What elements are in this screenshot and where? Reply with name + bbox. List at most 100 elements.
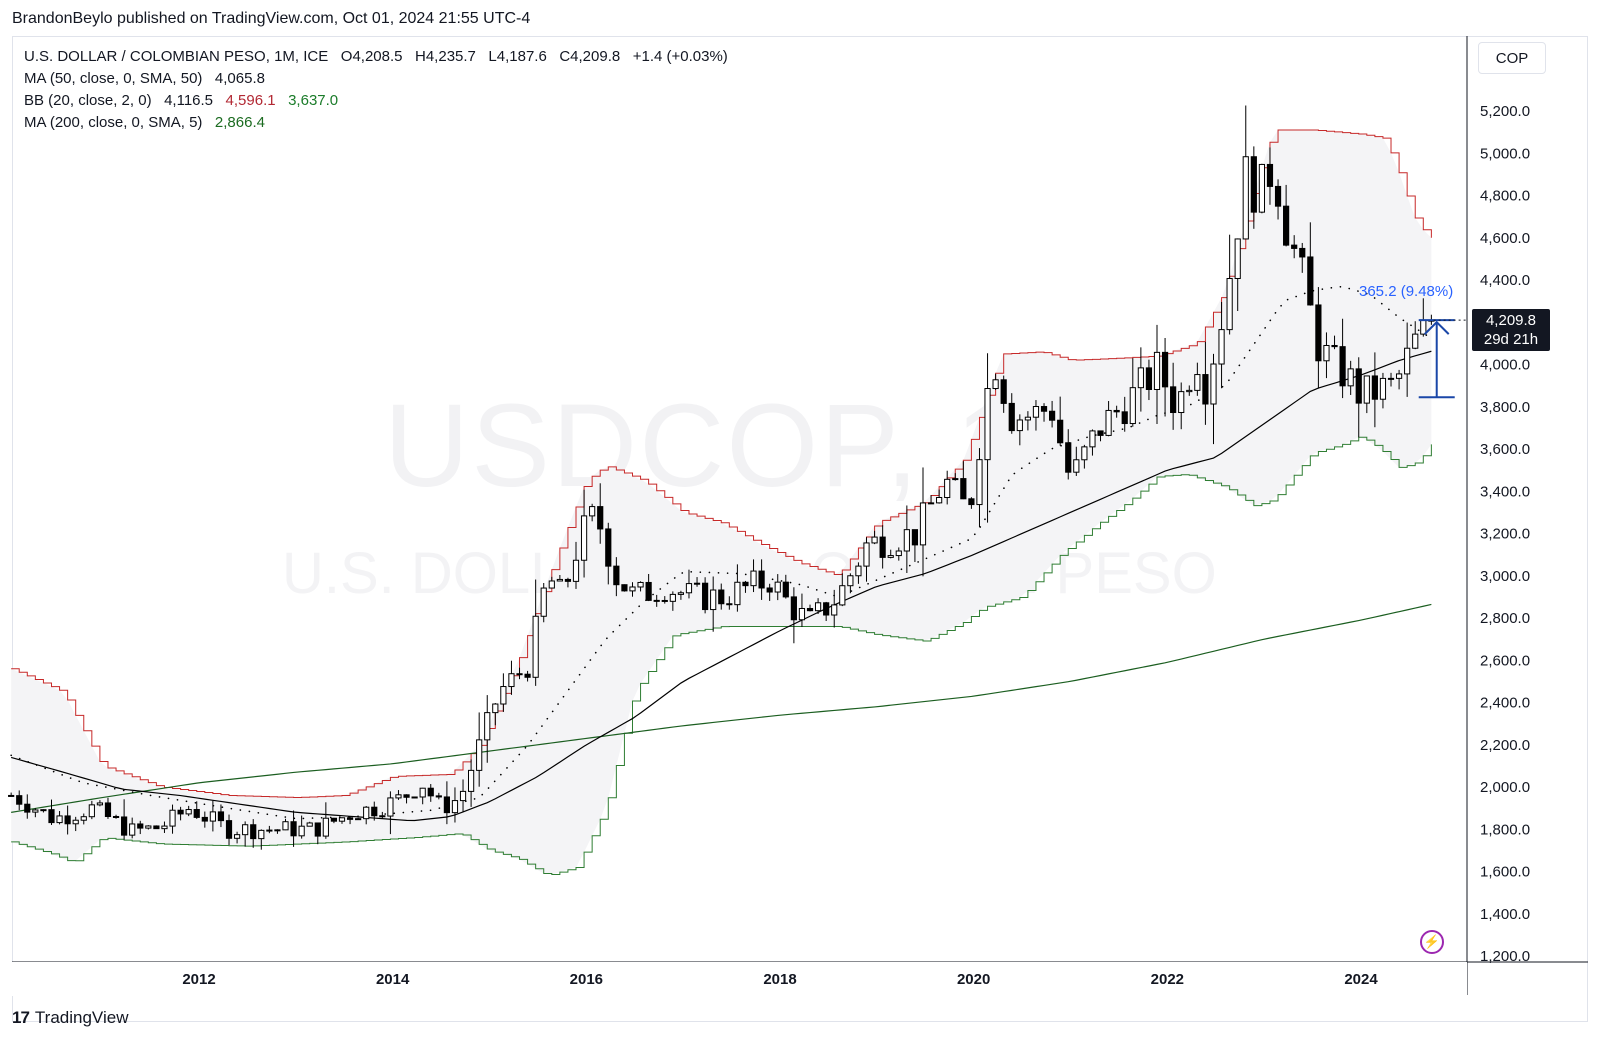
candle-body bbox=[1145, 367, 1153, 391]
candle-body bbox=[1299, 247, 1306, 258]
candle-body bbox=[1395, 373, 1403, 379]
candle-body bbox=[225, 820, 233, 839]
candle-body bbox=[806, 607, 814, 612]
candle-body bbox=[1258, 163, 1266, 213]
candle-body bbox=[1073, 459, 1080, 473]
x-tick-label: 2016 bbox=[570, 971, 603, 988]
candle-body bbox=[1347, 368, 1354, 387]
candle-body bbox=[80, 816, 87, 821]
candle-body bbox=[40, 809, 47, 812]
candle-body bbox=[185, 809, 192, 815]
candle-body bbox=[306, 822, 313, 827]
legend-close-label: C bbox=[559, 48, 571, 65]
candle-body bbox=[661, 599, 668, 602]
candle-body bbox=[790, 596, 797, 621]
candle-body bbox=[1178, 391, 1185, 414]
legend-bb-lower: 3,637.0 bbox=[288, 92, 339, 109]
candle-body bbox=[879, 536, 886, 558]
tradingview-logo-icon: 17 bbox=[12, 1008, 30, 1027]
candle-body bbox=[1081, 446, 1088, 461]
candle-body bbox=[677, 592, 685, 595]
candle-body bbox=[322, 817, 329, 837]
candle-body bbox=[129, 823, 136, 836]
candle-body bbox=[492, 703, 499, 714]
candle-body bbox=[233, 834, 241, 839]
candle-body bbox=[1315, 304, 1322, 362]
candle-body bbox=[726, 603, 733, 606]
candle-body bbox=[48, 809, 55, 824]
candle-body bbox=[847, 575, 854, 587]
candle-body bbox=[750, 570, 757, 587]
candle-body bbox=[274, 829, 281, 832]
y-tick-label: 2,800.0 bbox=[1480, 610, 1530, 627]
candle-body bbox=[266, 829, 273, 832]
candle-body bbox=[161, 825, 168, 830]
candle-body bbox=[1137, 367, 1144, 389]
candle-body bbox=[1057, 419, 1064, 444]
candle-body bbox=[169, 809, 176, 827]
legend-bb-upper: 4,596.1 bbox=[225, 92, 276, 109]
legend-ma200-row[interactable]: MA (200, close, 0, SMA, 5) 2,866.4 bbox=[24, 112, 728, 134]
candle-body bbox=[1089, 430, 1096, 448]
y-tick-label: 4,000.0 bbox=[1480, 357, 1530, 374]
legend-ma200-value: 2,866.4 bbox=[214, 114, 265, 131]
candle-body bbox=[8, 794, 15, 797]
candle-body bbox=[605, 528, 612, 567]
candle-body bbox=[24, 803, 31, 813]
candle-body bbox=[798, 607, 806, 621]
measure-arrowhead bbox=[1424, 320, 1450, 335]
candle-body bbox=[451, 800, 459, 814]
candle-body bbox=[1323, 344, 1330, 362]
y-tick-label: 2,400.0 bbox=[1480, 695, 1530, 712]
candle-body bbox=[419, 787, 426, 798]
currency-button[interactable]: COP bbox=[1478, 42, 1546, 74]
candle-body bbox=[831, 604, 838, 616]
y-tick-label: 1,800.0 bbox=[1480, 821, 1530, 838]
x-tick-label: 2022 bbox=[1151, 971, 1184, 988]
y-tick-label: 2,200.0 bbox=[1480, 737, 1530, 754]
candle-body bbox=[1412, 333, 1419, 349]
y-tick-label: 2,600.0 bbox=[1480, 652, 1530, 669]
candle-body bbox=[685, 583, 693, 594]
candle-body bbox=[911, 529, 919, 546]
footer-brand: TradingView bbox=[34, 1008, 129, 1027]
bb-lower-line bbox=[11, 436, 1432, 876]
candle-body bbox=[16, 795, 23, 805]
candle-body bbox=[1097, 430, 1104, 436]
candle-body bbox=[1113, 409, 1120, 413]
candle-body bbox=[476, 739, 483, 771]
legend-open: 4,208.5 bbox=[352, 48, 403, 65]
y-tick-label: 5,000.0 bbox=[1480, 145, 1530, 162]
candle-body bbox=[290, 821, 297, 837]
legend-open-label: O bbox=[340, 48, 353, 65]
candle-body bbox=[895, 550, 902, 557]
candle-body bbox=[258, 829, 265, 840]
candle-body bbox=[693, 582, 701, 585]
candle-body bbox=[1339, 346, 1346, 387]
legend-symbol-row[interactable]: U.S. DOLLAR / COLOMBIAN PESO, 1M, ICE O4… bbox=[24, 46, 728, 68]
candle-body bbox=[839, 585, 846, 606]
candle-body bbox=[121, 816, 128, 836]
candle-body bbox=[1379, 377, 1387, 400]
candle-body bbox=[104, 802, 112, 817]
candle-body bbox=[814, 602, 822, 612]
candle-body bbox=[597, 506, 604, 530]
candle-body bbox=[1024, 416, 1031, 421]
legend-ma50-label: MA (50, close, 0, SMA, 50) bbox=[24, 70, 203, 87]
legend-ma50-row[interactable]: MA (50, close, 0, SMA, 50) 4,065.8 bbox=[24, 68, 728, 90]
candle-body bbox=[702, 582, 709, 611]
candle-body bbox=[1291, 244, 1298, 249]
legend-ma50-value: 4,065.8 bbox=[214, 70, 265, 87]
candle-body bbox=[919, 502, 927, 546]
legend-bb-row[interactable]: BB (20, close, 2, 0) 4,116.5 4,596.1 3,6… bbox=[24, 90, 728, 112]
lightning-icon[interactable]: ⚡ bbox=[1420, 930, 1444, 954]
candle-body bbox=[556, 578, 563, 582]
last-price: 4,209.8 bbox=[1485, 312, 1537, 329]
candle-body bbox=[1121, 411, 1128, 425]
candle-body bbox=[153, 825, 160, 830]
candle-body bbox=[314, 822, 321, 837]
last-price-tag: 4,209.8 29d 21h bbox=[1472, 309, 1550, 351]
candle-body bbox=[411, 796, 418, 799]
y-tick-label: 3,400.0 bbox=[1480, 483, 1530, 500]
